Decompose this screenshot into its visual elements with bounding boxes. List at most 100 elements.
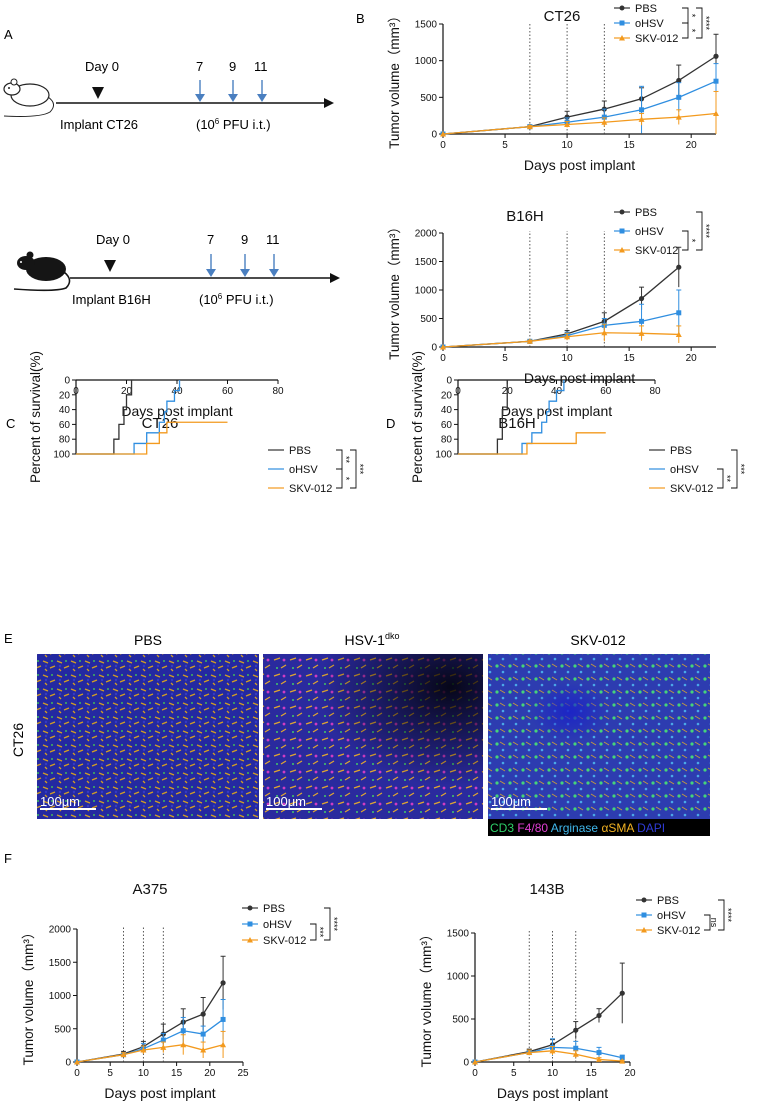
data-point [676, 94, 682, 100]
x-axis-label: Days post implant [497, 1085, 608, 1101]
legend-marker [641, 927, 647, 933]
x-tick-label: 20 [624, 1068, 636, 1079]
x-tick-label: 20 [204, 1068, 216, 1079]
stat-bracket [731, 449, 738, 489]
y-tick-label: 500 [420, 93, 437, 104]
legend-marker [619, 209, 625, 215]
y-tick-label: 80 [59, 435, 71, 446]
panel-letter-c: C [6, 416, 15, 431]
legend-label: oHSV [635, 226, 664, 238]
y-tick-label: 0 [65, 1058, 71, 1069]
significance-brackets: ****** [336, 449, 365, 489]
chart-title: B16H [498, 415, 536, 432]
survival-curve [76, 379, 135, 455]
panel-letter-a: A [4, 27, 13, 42]
dose-day-label: 7 [207, 232, 214, 247]
legend-label: PBS [635, 207, 657, 219]
dose-day-label: 11 [266, 232, 280, 247]
x-tick-label: 0 [440, 353, 446, 364]
series-ohsv [440, 289, 682, 350]
chart-title: A375 [132, 881, 167, 898]
data-point [713, 78, 719, 84]
survival-curve [458, 432, 606, 455]
x-axis-label: Days post implant [104, 1085, 215, 1101]
data-point [676, 77, 682, 84]
legend-label: oHSV [670, 464, 699, 476]
timeline-arrowhead [324, 98, 334, 108]
x-tick-label: 10 [138, 1068, 150, 1079]
data-point [638, 295, 645, 302]
dose-day-label: 7 [196, 59, 203, 74]
data-point [472, 1059, 478, 1065]
stat-bracket [336, 468, 343, 489]
channel-legend: CD3 F4/80 Arginase αSMA DAPI [490, 821, 665, 835]
x-tick-label: 5 [511, 1068, 517, 1079]
significance-brackets: ns **** [704, 899, 733, 931]
y-axis-label: Tumor volume（mm³） [387, 9, 402, 149]
series-pbs [472, 962, 625, 1065]
series-skv-012 [74, 1030, 227, 1065]
data-point [220, 1016, 226, 1022]
y-tick-label: 20 [441, 390, 453, 401]
legend-label: SKV-012 [670, 483, 713, 495]
scale-bar: 100μm [40, 794, 96, 810]
series-line [474, 1050, 623, 1063]
data-point [549, 1047, 556, 1054]
series-skv-012 [472, 1046, 626, 1065]
y-tick-label: 1000 [447, 972, 470, 983]
y-tick-label: 500 [54, 1024, 71, 1035]
stat-label: **** [329, 917, 339, 932]
dose-arrow [206, 254, 216, 277]
dose-arrow [240, 254, 250, 277]
chart-b-top: CT26 0 5 10 15 20 0 500 1000 1500 Days post implan… [387, 3, 719, 173]
data-point [713, 53, 719, 59]
microscopy-panel: CT26 PBS HSV-1dko SKV-012 100μm 100μm 10… [10, 631, 710, 836]
data-point [619, 990, 625, 996]
series-pbs [440, 33, 719, 137]
scale-bar: 100μm [266, 794, 322, 810]
x-tick-label: 5 [107, 1068, 113, 1079]
x-tick-label: 80 [649, 386, 661, 397]
stat-label: **** [701, 16, 711, 31]
schematic-row-ct26: Day 0 7 9 11 Implant CT26 (106 PFU i.t.) [3, 59, 334, 132]
data-point [596, 1056, 602, 1062]
svg-text:100μm: 100μm [40, 794, 80, 809]
white-mouse-icon [3, 78, 54, 117]
legend-marker [619, 20, 625, 26]
significance-brackets: ******* [310, 907, 339, 941]
legend-label: oHSV [635, 18, 664, 30]
dose-arrow [228, 80, 238, 102]
day0-label: Day 0 [96, 232, 130, 247]
series-skv-012 [76, 421, 228, 455]
survival-curve [76, 380, 181, 455]
data-point [564, 114, 570, 120]
significance-brackets: ***** [717, 449, 746, 489]
legend-marker [641, 897, 647, 903]
y-tick-label: 0 [463, 1058, 469, 1069]
y-tick-label: 100 [435, 450, 452, 461]
data-point [638, 116, 645, 122]
y-axis-label: Tumor volume（mm³） [21, 926, 36, 1066]
data-point [572, 1051, 579, 1057]
stat-label: ** [722, 475, 732, 483]
y-tick-label: 1000 [415, 286, 438, 297]
pfu-label: (106 PFU i.t.) [199, 292, 274, 307]
data-point [596, 1012, 602, 1019]
series-line [442, 112, 717, 135]
series-line [442, 55, 717, 135]
y-tick-label: 0 [431, 343, 437, 354]
series-line [442, 332, 679, 348]
legend-label: PBS [263, 903, 285, 915]
microscopy-title: SKV-012 [570, 632, 625, 648]
y-tick-label: 1500 [415, 257, 438, 268]
legend: PBS oHSV SKV-012 [614, 207, 678, 257]
y-tick-label: 0 [64, 376, 70, 387]
stat-label: ** [341, 456, 351, 464]
data-point [200, 1011, 206, 1017]
y-tick-label: 60 [441, 420, 453, 431]
data-point [200, 1047, 207, 1053]
y-tick-label: 60 [59, 420, 71, 431]
data-point [220, 980, 226, 986]
